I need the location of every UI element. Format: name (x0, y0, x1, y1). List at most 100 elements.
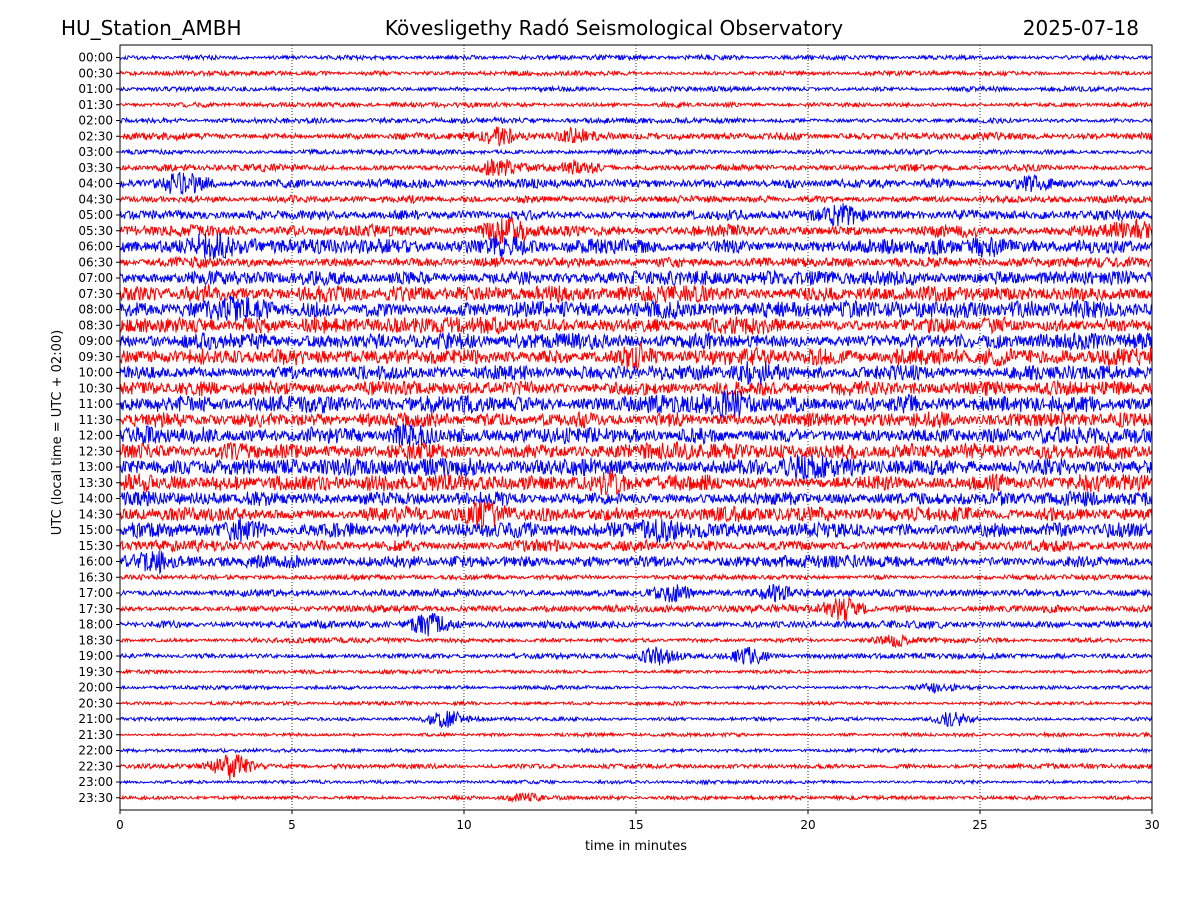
y-tick-label: 14:30 (78, 507, 113, 521)
x-tick-label: 25 (972, 818, 987, 832)
x-grid (291, 45, 981, 810)
y-tick-label: 01:00 (78, 82, 113, 96)
y-tick-label: 07:00 (78, 271, 113, 285)
y-tick-label: 00:30 (78, 66, 113, 80)
y-tick-label: 17:30 (78, 602, 113, 616)
trace-1330 (119, 469, 1153, 496)
trace-2300 (119, 778, 1153, 786)
trace-1900 (119, 646, 1153, 666)
trace-0230 (119, 126, 1153, 147)
trace-1200 (119, 422, 1153, 448)
y-axis-label: UTC (local time = UTC + 02:00) (50, 330, 65, 535)
y-tick-label: 22:30 (78, 759, 113, 773)
trace-0500 (119, 203, 1153, 227)
trace-1030 (119, 379, 1153, 397)
trace-0630 (119, 255, 1153, 270)
trace-0200 (119, 116, 1153, 126)
y-tick-label: 19:00 (78, 649, 113, 663)
y-tick-label: 04:30 (78, 192, 113, 206)
y-tick-label: 21:00 (78, 712, 113, 726)
trace-1300 (119, 454, 1153, 481)
trace-2230 (119, 754, 1153, 781)
trace-2100 (119, 710, 1153, 729)
trace-2200 (119, 746, 1153, 755)
trace-0030 (119, 69, 1153, 78)
trace-2330 (120, 791, 1153, 803)
y-tick-label: 07:30 (78, 287, 113, 301)
trace-2000 (119, 682, 1153, 694)
y-tick-label: 19:30 (78, 665, 113, 679)
y-tick-label: 05:30 (78, 224, 113, 238)
y-tick-label: 21:30 (78, 728, 113, 742)
observatory-title: Kövesligethy Radó Seismological Observat… (384, 16, 844, 40)
x-tick-label: 0 (116, 818, 124, 832)
y-tick-label: 16:00 (78, 555, 113, 569)
x-tick-label: 5 (288, 818, 296, 832)
trace-0730 (119, 283, 1153, 304)
y-tick-label: 22:00 (78, 744, 113, 758)
seismogram-traces (119, 53, 1153, 803)
trace-1130 (119, 410, 1153, 429)
y-tick-label: 03:00 (78, 145, 113, 159)
trace-1930 (119, 668, 1153, 676)
date-title: 2025-07-18 (1022, 16, 1139, 40)
trace-0800 (119, 295, 1153, 322)
trace-2130 (119, 730, 1153, 739)
y-tick-label: 14:00 (78, 492, 113, 506)
trace-1100 (119, 390, 1153, 418)
trace-0100 (119, 84, 1153, 94)
trace-1000 (119, 360, 1153, 386)
trace-0600 (119, 232, 1153, 260)
trace-0830 (119, 315, 1153, 336)
trace-1500 (119, 517, 1153, 543)
y-tick-label: 13:00 (78, 460, 113, 474)
x-tick-label: 30 (1144, 818, 1159, 832)
y-tick-label: 04:00 (78, 177, 113, 191)
trace-2030 (119, 699, 1153, 707)
trace-1430 (120, 501, 1153, 530)
trace-0700 (119, 269, 1153, 287)
trace-1600 (119, 550, 1153, 575)
y-tick-label: 18:30 (78, 633, 113, 647)
y-tick-label: 15:30 (78, 539, 113, 553)
y-tick-label: 15:00 (78, 523, 113, 537)
y-tick-label: 08:00 (78, 303, 113, 317)
x-axis-label: time in minutes (585, 839, 687, 854)
y-tick-label: 13:30 (78, 476, 113, 490)
y-tick-label: 11:00 (78, 397, 113, 411)
trace-0400 (119, 172, 1153, 196)
x-axis-ticks: 0 5 10 15 20 25 30 (116, 810, 1160, 832)
x-tick-label: 10 (456, 818, 471, 832)
y-tick-label: 08:30 (78, 318, 113, 332)
y-tick-label: 11:30 (78, 413, 113, 427)
y-tick-label: 12:00 (78, 429, 113, 443)
trace-0930 (119, 342, 1153, 371)
trace-0000 (119, 53, 1153, 62)
trace-0130 (119, 100, 1153, 110)
trace-1230 (119, 441, 1153, 461)
y-tick-label: 06:30 (78, 255, 113, 269)
trace-1830 (119, 633, 1153, 649)
y-tick-label: 06:00 (78, 240, 113, 254)
y-tick-label: 02:00 (78, 114, 113, 128)
trace-1730 (119, 596, 1153, 621)
y-tick-label: 02:30 (78, 129, 113, 143)
y-tick-label: 20:30 (78, 696, 113, 710)
y-tick-label: 18:00 (78, 618, 113, 632)
y-tick-label: 05:00 (78, 208, 113, 222)
y-tick-label: 17:00 (78, 586, 113, 600)
y-tick-label: 16:30 (78, 570, 113, 584)
trace-0900 (119, 331, 1153, 352)
trace-0430 (119, 193, 1153, 205)
y-tick-label: 09:00 (78, 334, 113, 348)
y-tick-label: 23:00 (78, 775, 113, 789)
station-title: HU_Station_AMBH (61, 16, 242, 40)
trace-1530 (119, 538, 1153, 554)
y-tick-label: 12:30 (78, 444, 113, 458)
y-tick-label: 00:00 (78, 51, 113, 65)
trace-1700 (119, 584, 1153, 604)
trace-1400 (119, 489, 1153, 508)
y-tick-label: 09:30 (78, 350, 113, 364)
